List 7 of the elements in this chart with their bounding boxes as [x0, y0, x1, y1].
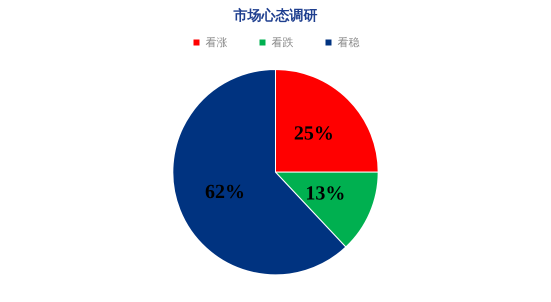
- legend-label: 看跌: [272, 36, 294, 49]
- legend-label: 看稳: [338, 36, 360, 49]
- data-label: 62%: [204, 181, 245, 204]
- chart-title: 市场心态调研: [232, 7, 318, 24]
- data-label: 25%: [294, 122, 334, 145]
- legend-label: 看涨: [206, 36, 228, 49]
- data-label: 13%: [305, 182, 346, 205]
